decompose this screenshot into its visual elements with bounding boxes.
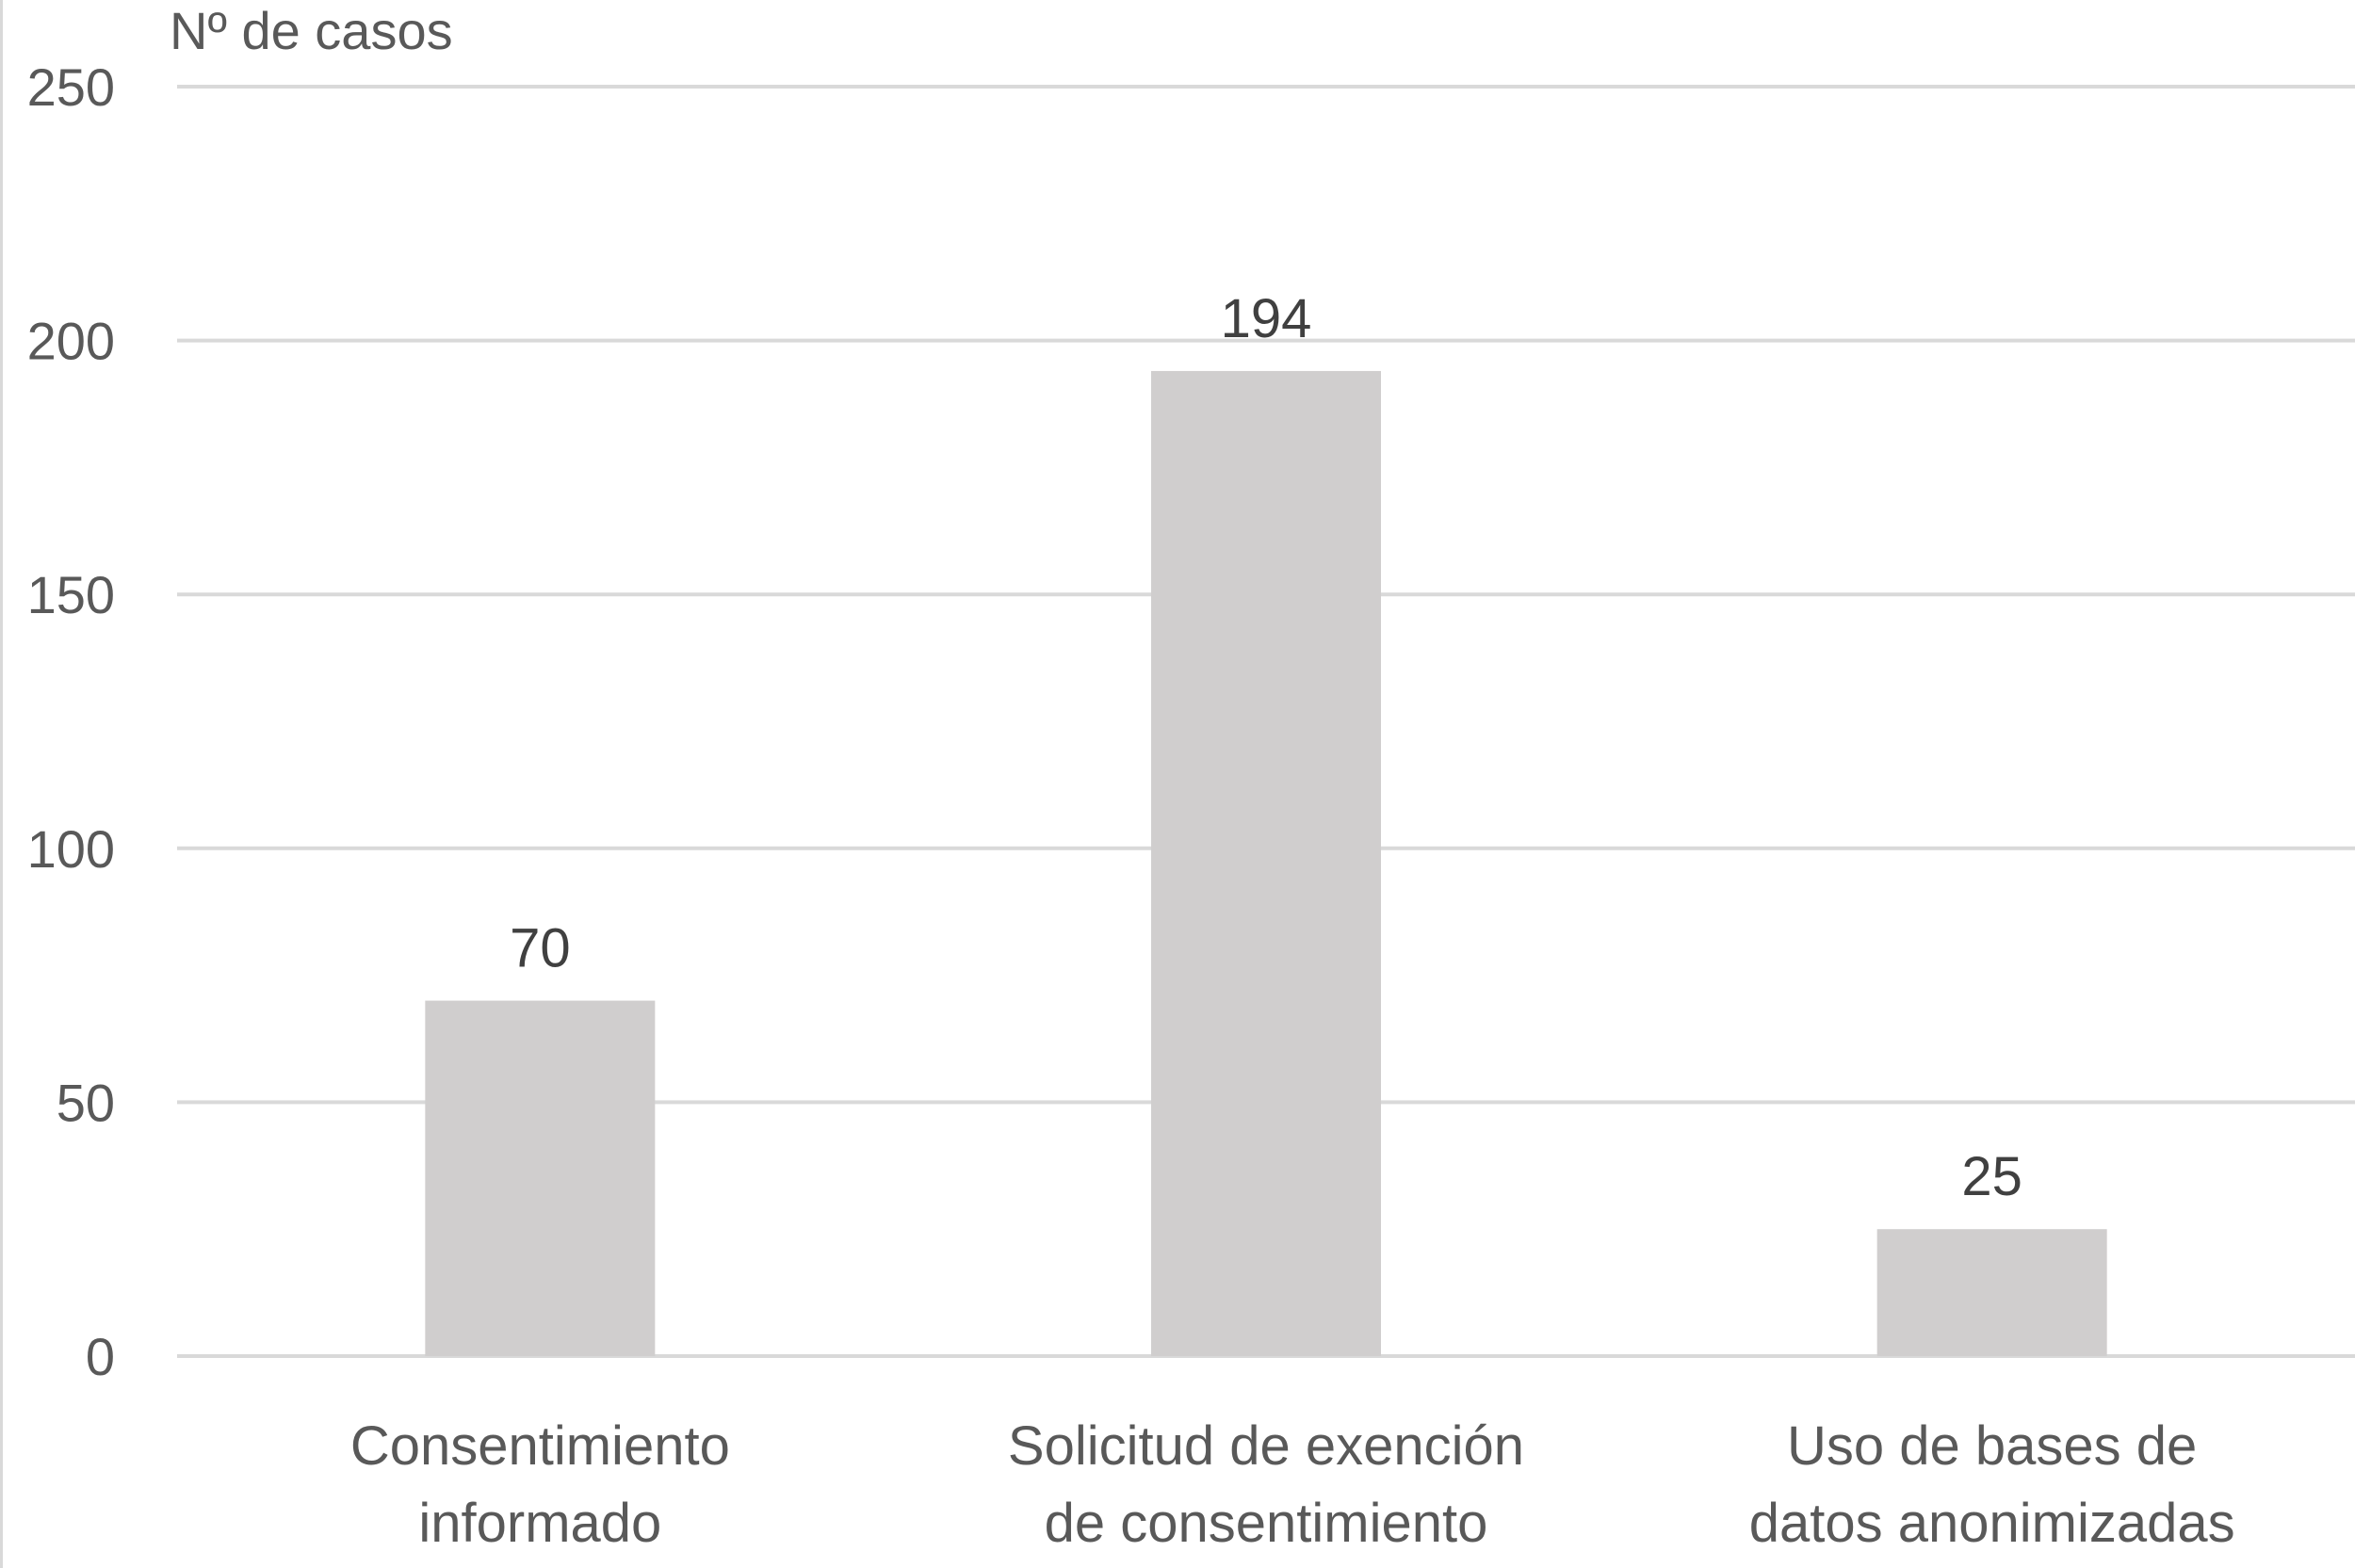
left-border bbox=[0, 0, 3, 1568]
x-tick-1-line-0: Solicitud de exención bbox=[1008, 1415, 1524, 1477]
data-label-1: 194 bbox=[1221, 288, 1312, 349]
data-labels: 70 194 25 bbox=[510, 288, 2022, 1207]
x-tick-0-line-0: Consentimiento bbox=[350, 1415, 730, 1477]
y-tick-labels: 0 50 100 150 200 250 bbox=[27, 57, 115, 1386]
y-tick-250: 250 bbox=[27, 57, 115, 117]
bar-2 bbox=[1876, 1229, 2107, 1356]
bar-1 bbox=[1151, 370, 1381, 1356]
bar-0 bbox=[425, 1000, 656, 1356]
x-tick-2-line-1: datos anonimizadas bbox=[1749, 1493, 2235, 1554]
x-tick-labels: Consentimiento informado Solicitud de exen… bbox=[350, 1415, 2235, 1554]
x-tick-2-line-0: Uso de bases de bbox=[1787, 1415, 2197, 1477]
x-tick-1-line-1: de consentimiento bbox=[1045, 1493, 1488, 1554]
y-axis-label: Nº de casos bbox=[170, 1, 453, 60]
data-label-2: 25 bbox=[1961, 1146, 2022, 1207]
y-tick-0: 0 bbox=[86, 1327, 115, 1386]
bars bbox=[425, 370, 2107, 1356]
y-tick-150: 150 bbox=[27, 565, 115, 624]
x-tick-0-line-1: informado bbox=[418, 1493, 661, 1554]
y-tick-100: 100 bbox=[27, 819, 115, 879]
y-tick-200: 200 bbox=[27, 312, 115, 371]
y-tick-50: 50 bbox=[57, 1073, 115, 1132]
data-label-0: 70 bbox=[510, 918, 571, 979]
